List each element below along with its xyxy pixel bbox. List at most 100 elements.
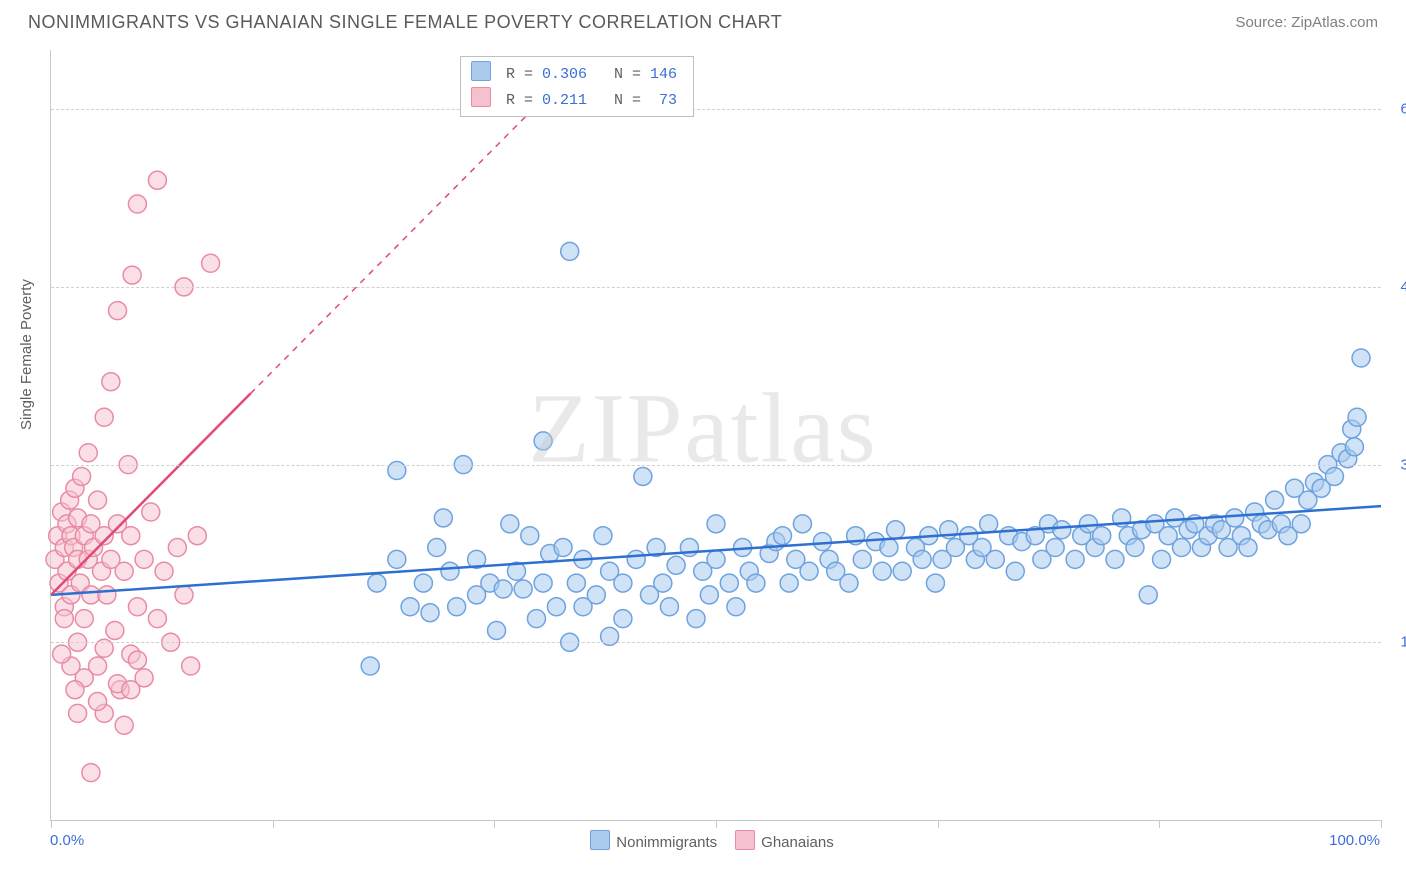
data-point (793, 515, 811, 533)
data-point (926, 574, 944, 592)
data-point (774, 527, 792, 545)
data-point (634, 467, 652, 485)
data-point (414, 574, 432, 592)
scatter-plot-svg (51, 50, 1381, 820)
data-point (55, 610, 73, 628)
y-tick-label: 45.0% (1400, 278, 1406, 295)
data-point (534, 432, 552, 450)
chart-header: NONIMMIGRANTS VS GHANAIAN SINGLE FEMALE … (0, 0, 1406, 33)
data-point (880, 539, 898, 557)
legend-swatch (590, 830, 610, 850)
gridline (51, 287, 1381, 288)
data-point (102, 373, 120, 391)
x-tick (51, 820, 52, 828)
data-point (893, 562, 911, 580)
data-point (660, 598, 678, 616)
data-point (614, 610, 632, 628)
data-point (53, 645, 71, 663)
gridline (51, 642, 1381, 643)
data-point (368, 574, 386, 592)
data-point (873, 562, 891, 580)
data-point (1325, 467, 1343, 485)
data-point (1106, 550, 1124, 568)
data-point (1139, 586, 1157, 604)
data-point (95, 408, 113, 426)
data-point (527, 610, 545, 628)
data-point (747, 574, 765, 592)
data-point (1173, 539, 1191, 557)
source-attribution: Source: ZipAtlas.com (1235, 14, 1378, 31)
data-point (534, 574, 552, 592)
data-point (913, 550, 931, 568)
data-point (89, 491, 107, 509)
data-point (720, 574, 738, 592)
legend-label: Ghanaians (761, 834, 834, 851)
data-point (128, 195, 146, 213)
y-tick-label: 15.0% (1400, 634, 1406, 651)
x-tick (494, 820, 495, 828)
data-point (627, 550, 645, 568)
data-point (1053, 521, 1071, 539)
data-point (168, 539, 186, 557)
data-point (421, 604, 439, 622)
data-point (182, 657, 200, 675)
trend-line-dashed (251, 86, 557, 394)
data-point (521, 527, 539, 545)
y-tick-label: 30.0% (1400, 456, 1406, 473)
data-point (89, 693, 107, 711)
data-point (66, 681, 84, 699)
data-point (587, 586, 605, 604)
data-point (155, 562, 173, 580)
data-point (667, 556, 685, 574)
data-point (1266, 491, 1284, 509)
data-point (1046, 539, 1064, 557)
data-point (1345, 438, 1363, 456)
data-point (707, 550, 725, 568)
data-point (106, 621, 124, 639)
gridline (51, 465, 1381, 466)
x-tick (716, 820, 717, 828)
legend-swatch (735, 830, 755, 850)
data-point (986, 550, 1004, 568)
y-tick-label: 60.0% (1400, 101, 1406, 118)
data-point (594, 527, 612, 545)
x-tick (1159, 820, 1160, 828)
legend-row: R = 0.306 N = 146 (471, 61, 677, 87)
data-point (115, 562, 133, 580)
data-point (1352, 349, 1370, 367)
data-point (547, 598, 565, 616)
data-point (142, 503, 160, 521)
data-point (123, 266, 141, 284)
data-point (448, 598, 466, 616)
data-point (128, 651, 146, 669)
legend-label: Nonimmigrants (616, 834, 717, 851)
correlation-legend: R = 0.306 N = 146 R = 0.211 N = 73 (460, 56, 694, 117)
chart-title: NONIMMIGRANTS VS GHANAIAN SINGLE FEMALE … (28, 12, 782, 33)
data-point (561, 242, 579, 260)
data-point (401, 598, 419, 616)
data-point (434, 509, 452, 527)
data-point (1348, 408, 1366, 426)
data-point (202, 254, 220, 272)
data-point (980, 515, 998, 533)
data-point (441, 562, 459, 580)
data-point (1153, 550, 1171, 568)
data-point (128, 598, 146, 616)
x-tick (938, 820, 939, 828)
data-point (1126, 539, 1144, 557)
data-point (122, 681, 140, 699)
data-point (687, 610, 705, 628)
data-point (188, 527, 206, 545)
data-point (122, 527, 140, 545)
data-point (853, 550, 871, 568)
data-point (514, 580, 532, 598)
data-point (567, 574, 585, 592)
data-point (554, 539, 572, 557)
legend-row: R = 0.211 N = 73 (471, 87, 677, 113)
data-point (1093, 527, 1111, 545)
data-point (69, 704, 87, 722)
data-point (175, 586, 193, 604)
data-point (780, 574, 798, 592)
data-point (654, 574, 672, 592)
data-point (887, 521, 905, 539)
